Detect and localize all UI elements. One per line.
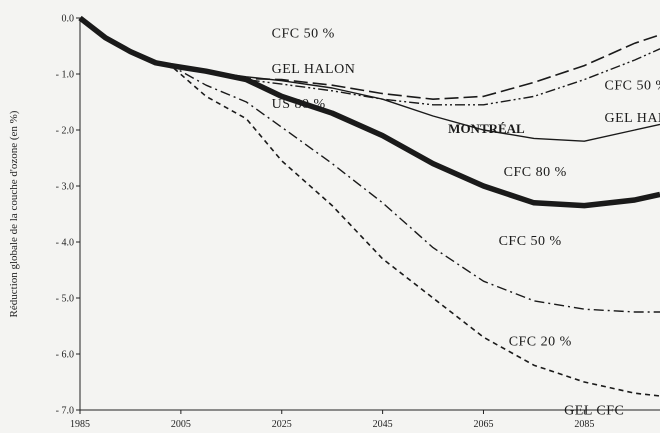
x-tick-label: 2085 — [574, 419, 594, 430]
annotation-label: GEL CFC — [564, 403, 624, 418]
series-label: MONTRÉAL — [448, 121, 525, 136]
y-tick-label: - 3.0 — [56, 182, 74, 193]
series-line-1 — [79, 17, 660, 100]
x-tick-label: 2025 — [272, 419, 292, 430]
series-line-3 — [79, 17, 660, 142]
series-line-6 — [79, 17, 660, 397]
y-tick-label: - 4.0 — [56, 238, 74, 249]
series-label: GEL HALON — [272, 62, 356, 77]
series-lines — [78, 15, 660, 397]
y-tick-label: - 2.0 — [56, 126, 74, 137]
series-label: CFC 80 % — [504, 165, 567, 180]
series-label: CFC 20 % — [509, 335, 572, 350]
y-tick-label: - 7.0 — [56, 406, 74, 417]
series-label: CFC 50 % — [605, 79, 660, 94]
axes — [79, 18, 660, 411]
y-axis-label: Réduction globale de la couche d'ozone (… — [8, 110, 20, 317]
series-label: GEL HALON — [605, 111, 660, 126]
x-tick-label: 2045 — [373, 419, 393, 430]
x-tick-label: 2065 — [473, 419, 493, 430]
y-ticks: 0.0 - 1.0 - 2.0 - 3.0 - 4.0 - 5.0 - 6.0 - 7.0 — [56, 14, 80, 417]
y-tick-label: - 1.0 — [56, 70, 74, 81]
series-label: US 80 % — [272, 97, 326, 112]
series-label: CFC 50 % — [499, 234, 562, 249]
series-line-4 — [78, 15, 660, 209]
y-tick-label: - 6.0 — [56, 350, 74, 361]
series-label: CFC 50 % — [272, 27, 335, 42]
series-labels: CFC 50 % GEL HALON US 80 % CFC 50 % GEL HALO… — [272, 27, 660, 419]
y-tick-label: 0.0 — [62, 14, 75, 25]
x-tick-label: 2005 — [171, 419, 191, 430]
x-tick-label: 1985 — [70, 419, 90, 430]
y-tick-label: - 5.0 — [56, 294, 74, 305]
x-ticks: 1985 2005 2025 2045 2065 2085 — [70, 410, 594, 430]
